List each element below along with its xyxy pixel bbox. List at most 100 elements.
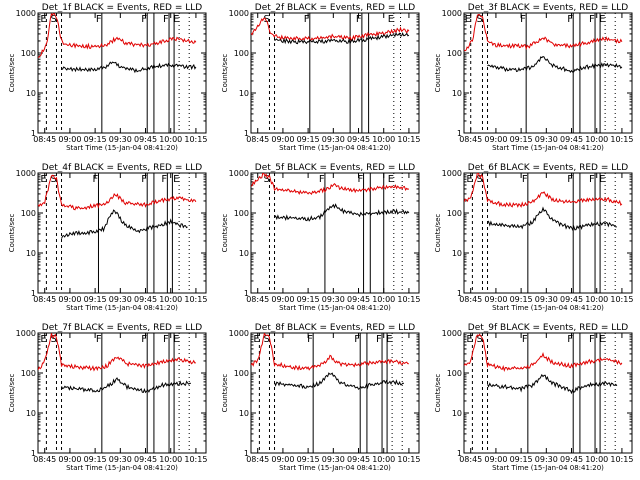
series-line-black [274, 372, 404, 390]
panel-2: Det_2f BLACK = Events, RED = LLD 1 10 100 10… [221, 3, 420, 152]
series-line-red [251, 173, 410, 195]
event-marker-label: F [354, 334, 360, 345]
y-tick-label: 100 [21, 209, 36, 218]
series-line-black [274, 32, 410, 45]
x-tick-label: 09:45 [134, 295, 157, 304]
plot-frame [463, 12, 633, 134]
event-marker-label: F [522, 334, 528, 345]
y-tick-label: 1 [244, 289, 249, 298]
series-line-red [38, 333, 196, 372]
y-axis-label: Counts/sec [221, 214, 229, 253]
y-axis-label: Counts/sec [221, 374, 229, 413]
x-tick-label: 09:30 [535, 135, 558, 144]
y-tick-label: 10 [452, 89, 462, 98]
x-axis-label: Start Time (15-Jan-04 08:41:20) [66, 304, 178, 312]
y-tick-label: 10 [452, 249, 462, 258]
x-tick-label: 08:45 [246, 295, 269, 304]
y-tick-label: 100 [21, 49, 36, 58]
event-marker-label: E [388, 174, 394, 185]
y-axis-label: Counts/sec [8, 54, 16, 93]
y-axis-label: Counts/sec [434, 54, 442, 93]
event-marker-label: F [141, 334, 147, 345]
y-tick-label: 1000 [442, 9, 462, 18]
y-tick-label: 10 [239, 409, 249, 418]
event-marker-label: F [358, 174, 364, 185]
x-tick-label: 10:00 [585, 295, 608, 304]
plot-frame [463, 332, 633, 454]
event-marker-label: F [589, 334, 595, 345]
x-tick-label: 10:00 [159, 295, 182, 304]
x-tick-label: 10:15 [610, 295, 633, 304]
panel-6: Det_6f BLACK = Events, RED = LLD 1 10 100 10… [434, 163, 633, 312]
y-tick-label: 1 [31, 289, 36, 298]
y-tick-label: 100 [234, 49, 249, 58]
x-tick-label: 10:15 [397, 295, 420, 304]
x-tick-label: 10:15 [610, 135, 633, 144]
event-marker-label: E [466, 334, 472, 345]
panel-9: Det_9f BLACK = Events, RED = LLD 1 10 100 10… [434, 323, 633, 472]
x-tick-label: 09:15 [510, 295, 533, 304]
event-marker-label: E [173, 334, 179, 345]
x-tick-label: 10:00 [372, 295, 395, 304]
y-tick-label: 1 [244, 449, 249, 458]
panel-title: Det_8f BLACK = Events, RED = LLD [255, 323, 415, 333]
x-tick-label: 09:45 [134, 135, 157, 144]
event-marker-label: S [50, 174, 56, 185]
x-tick-label: 10:00 [372, 135, 395, 144]
panel-1: Det_1f BLACK = Events, RED = LLD 1 10 100 10… [8, 3, 207, 152]
event-marker-label: F [92, 174, 98, 185]
plot-frame [250, 332, 420, 454]
y-tick-label: 10 [26, 89, 36, 98]
event-marker-label: E [599, 174, 605, 185]
x-tick-label: 08:45 [459, 135, 482, 144]
y-tick-label: 100 [447, 49, 462, 58]
series-line-red [464, 333, 623, 372]
x-tick-label: 09:15 [84, 295, 107, 304]
x-tick-label: 08:45 [459, 455, 482, 464]
y-tick-label: 100 [234, 369, 249, 378]
panel-title: Det_1f BLACK = Events, RED = LLD [42, 3, 202, 13]
event-marker-label: F [522, 174, 528, 185]
y-tick-label: 1000 [229, 169, 249, 178]
x-tick-label: 08:45 [246, 135, 269, 144]
event-marker-label: F [376, 334, 382, 345]
x-tick-label: 09:15 [510, 135, 533, 144]
panel-7: Det_7f BLACK = Events, RED = LLD 1 10 100 10… [8, 323, 207, 472]
x-tick-label: 09:30 [109, 295, 132, 304]
plot-frame [250, 172, 420, 294]
x-tick-label: 09:00 [484, 295, 507, 304]
x-tick-label: 08:45 [33, 455, 56, 464]
y-tick-label: 10 [26, 249, 36, 258]
event-marker-label: E [40, 174, 46, 185]
y-axis-label: Counts/sec [434, 374, 442, 413]
series-line-black [274, 203, 410, 222]
panel-8: Det_8f BLACK = Events, RED = LLD 1 10 100 10… [221, 323, 420, 472]
panel-3: Det_3f BLACK = Events, RED = LLD 1 10 100 10… [434, 3, 633, 152]
x-tick-label: 10:15 [184, 455, 207, 464]
y-tick-label: 1000 [16, 169, 36, 178]
series-line-black [61, 377, 191, 394]
plot-frame [37, 12, 207, 134]
plot-frame [37, 332, 207, 454]
x-tick-label: 10:00 [585, 455, 608, 464]
x-tick-label: 08:45 [459, 295, 482, 304]
event-marker-label: E [388, 14, 394, 25]
x-axis-label: Start Time (15-Jan-04 08:41:20) [66, 464, 178, 472]
series-line-red [38, 13, 197, 58]
x-axis-label: Start Time (15-Jan-04 08:41:20) [279, 304, 391, 312]
y-tick-label: 1000 [16, 9, 36, 18]
y-tick-label: 1 [244, 129, 249, 138]
event-marker-label: S [263, 174, 269, 185]
x-axis-label: Start Time (15-Jan-04 08:41:20) [279, 144, 391, 152]
x-tick-label: 09:00 [271, 295, 294, 304]
x-tick-label: 09:45 [560, 135, 583, 144]
x-tick-label: 10:15 [397, 135, 420, 144]
event-marker-label: F [96, 14, 102, 25]
event-marker-label: E [599, 14, 605, 25]
event-marker-label: S [476, 174, 482, 185]
event-marker-label: F [304, 14, 310, 25]
series-line-black [61, 209, 188, 239]
event-marker-label: F [589, 174, 595, 185]
x-tick-label: 09:00 [58, 295, 81, 304]
